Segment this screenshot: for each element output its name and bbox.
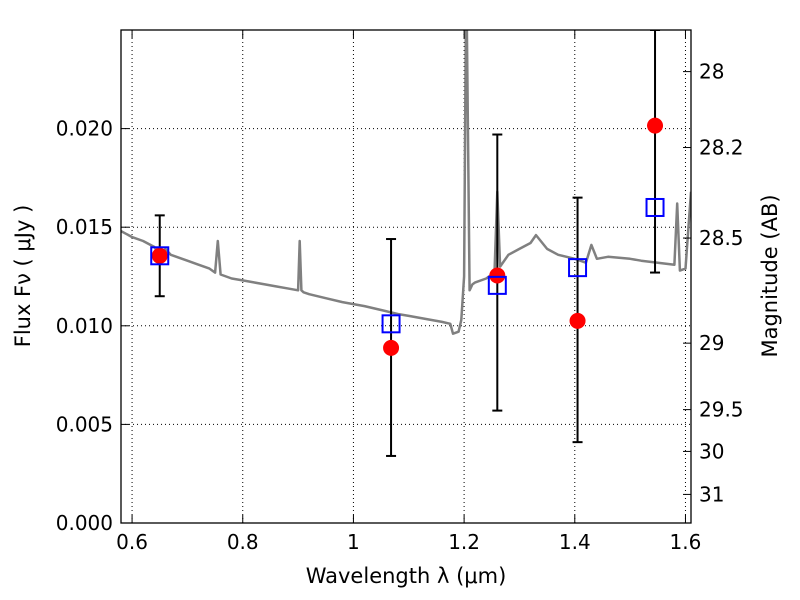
y2-tick-label: 28.5 [699, 226, 744, 250]
observed-point [647, 117, 664, 134]
observed-point [151, 247, 168, 264]
model-photometry-point [645, 197, 665, 217]
y2-tick-label: 28 [699, 60, 724, 84]
y-axis-ticks: 0.000 0.005 0.010 0.015 0.020 [56, 117, 129, 535]
x-tick-label: 1.2 [448, 530, 480, 554]
model-photometry-point [381, 314, 401, 334]
y2-axis-title: Magnitude (AB) [758, 194, 782, 357]
plot-frame [120, 29, 692, 524]
y2-tick-label: 28.2 [699, 136, 744, 160]
observed-points [151, 117, 664, 356]
y2-tick-label: 29 [699, 331, 724, 355]
plot-content [121, 30, 691, 457]
x-axis-ticks: 0.6 0.8 1 1.2 1.4 1.6 [116, 30, 701, 554]
y2-tick-label: 30 [699, 439, 724, 463]
y-axis-title: Flux Fν ( μJy ) [11, 205, 35, 348]
y-tick-label: 0.020 [56, 117, 113, 141]
model-photometry-point [487, 275, 507, 295]
x-tick-label: 1.6 [670, 530, 702, 554]
observed-point [383, 339, 400, 356]
y2-axis-ticks: 28 28.2 28.5 29 29.5 30 31 [683, 60, 744, 506]
observed-point [569, 312, 586, 329]
y-tick-label: 0.015 [56, 215, 113, 239]
y2-tick-label: 29.5 [699, 398, 744, 422]
x-tick-label: 0.8 [227, 530, 259, 554]
y-tick-label: 0.010 [56, 314, 113, 338]
model-photometry-point [568, 258, 588, 278]
x-tick-label: 1.4 [559, 530, 591, 554]
model-photometry-points [150, 197, 665, 334]
model-photometry-point [150, 246, 170, 266]
x-tick-label: 0.6 [116, 530, 148, 554]
y2-tick-label: 31 [699, 482, 724, 506]
observed-point [489, 267, 506, 284]
y-tick-label: 0.005 [56, 412, 113, 436]
x-tick-label: 1 [347, 530, 360, 554]
x-axis-title: Wavelength λ (μm) [306, 564, 507, 588]
y-tick-label: 0.000 [56, 511, 113, 535]
